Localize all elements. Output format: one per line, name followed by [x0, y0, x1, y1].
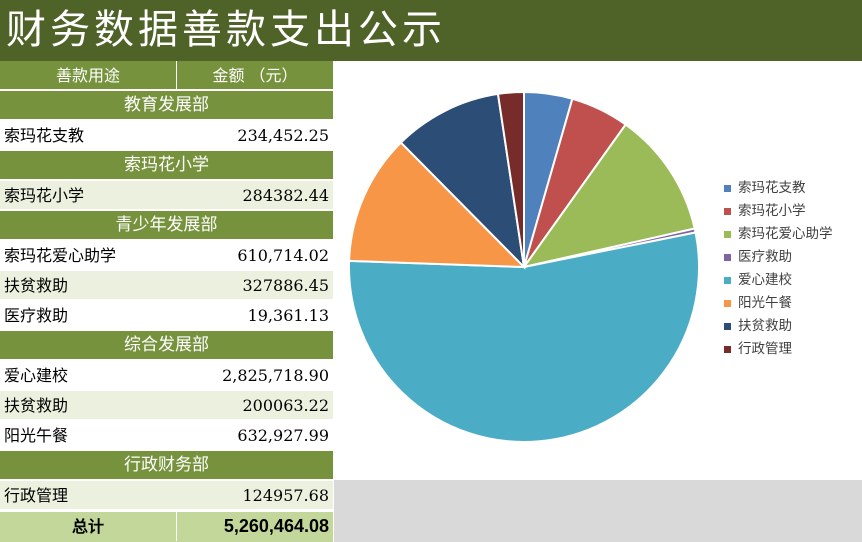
total-row[interactable]: 总计 5,260,464.08 — [0, 512, 333, 542]
legend-label: 扶贫救助 — [738, 318, 792, 334]
section-header: 索玛花小学 — [0, 151, 333, 180]
item-amount: 327886.45 — [242, 276, 329, 295]
total-label: 总计 — [0, 512, 177, 541]
legend-swatch — [724, 231, 731, 238]
table-row[interactable]: 医疗救助 19,361.13 — [0, 301, 333, 330]
item-name: 索玛花小学 — [4, 186, 85, 205]
item-name: 扶贫救助 — [4, 396, 69, 415]
table-row[interactable]: 阳光午餐 632,927.99 — [0, 421, 333, 450]
table-row[interactable]: 索玛花小学 284382.44 — [0, 181, 333, 210]
legend-label: 索玛花支教 — [738, 180, 806, 196]
item-amount: 200063.22 — [242, 396, 329, 415]
legend-swatch — [724, 323, 731, 330]
item-amount: 284382.44 — [242, 186, 329, 205]
legend-swatch — [724, 300, 731, 307]
section-header: 教育发展部 — [0, 91, 333, 120]
legend-label: 索玛花小学 — [738, 203, 806, 219]
expense-table: 善款用途 金额 （元） 教育发展部 索玛花支教 234,452.25 索玛花小学… — [0, 61, 334, 542]
pie-slice[interactable] — [348, 141, 527, 269]
item-name: 阳光午餐 — [4, 426, 69, 445]
page-title: 财务数据善款支出公示 — [0, 0, 862, 61]
legend-label: 行政管理 — [738, 341, 792, 357]
legend-swatch — [724, 254, 731, 261]
legend-swatch — [724, 346, 731, 353]
pie-chart-area: 索玛花支教索玛花小学索玛花爱心助学 医疗救助爱心建校阳光午餐扶贫救助行政管理 — [334, 61, 862, 480]
table-header: 善款用途 金额 （元） — [0, 61, 333, 90]
item-amount: 124957.68 — [242, 486, 329, 505]
item-name: 索玛花支教 — [4, 126, 85, 145]
table-row[interactable]: 索玛花爱心助学 610,714.02 — [0, 241, 333, 270]
item-name: 扶贫救助 — [4, 276, 69, 295]
pie-slice[interactable] — [399, 92, 526, 270]
legend-label: 阳光午餐 — [738, 295, 792, 311]
item-name: 医疗救助 — [4, 306, 69, 325]
item-amount: 610,714.02 — [237, 246, 329, 265]
table-row[interactable]: 扶贫救助 200063.22 — [0, 391, 333, 420]
item-amount: 19,361.13 — [247, 306, 329, 325]
pie-slice[interactable] — [521, 123, 696, 269]
pie-chart — [348, 90, 700, 443]
table-row[interactable]: 索玛花支教 234,452.25 — [0, 121, 333, 150]
purpose-header: 善款用途 — [0, 61, 177, 90]
table-row[interactable]: 扶贫救助 327886.45 — [0, 271, 333, 300]
total-amount: 5,260,464.08 — [223, 516, 329, 536]
item-amount: 234,452.25 — [237, 126, 329, 145]
item-name: 行政管理 — [4, 486, 69, 505]
pie-slice[interactable] — [496, 90, 525, 268]
legend-swatch — [724, 208, 731, 215]
item-name: 索玛花爱心助学 — [4, 246, 117, 265]
pie-slice[interactable] — [348, 231, 700, 443]
amount-header: 金额 （元） — [212, 66, 298, 85]
legend-label: 医疗救助 — [738, 249, 792, 265]
section-header: 综合发展部 — [0, 331, 333, 360]
legend-label: 索玛花爱心助学 — [738, 226, 833, 242]
legend-swatch — [724, 277, 731, 284]
item-amount: 2,825,718.90 — [222, 366, 329, 385]
table-row[interactable]: 爱心建校 2,825,718.90 — [0, 361, 333, 390]
legend-swatch — [724, 185, 731, 192]
section-header: 青少年发展部 — [0, 211, 333, 240]
legend-label: 爱心建校 — [738, 272, 792, 288]
item-name: 爱心建校 — [4, 366, 69, 385]
section-header: 行政财务部 — [0, 451, 333, 480]
item-amount: 632,927.99 — [237, 426, 329, 445]
empty-cells-area — [334, 480, 862, 542]
table-row[interactable]: 行政管理 124957.68 — [0, 481, 333, 510]
